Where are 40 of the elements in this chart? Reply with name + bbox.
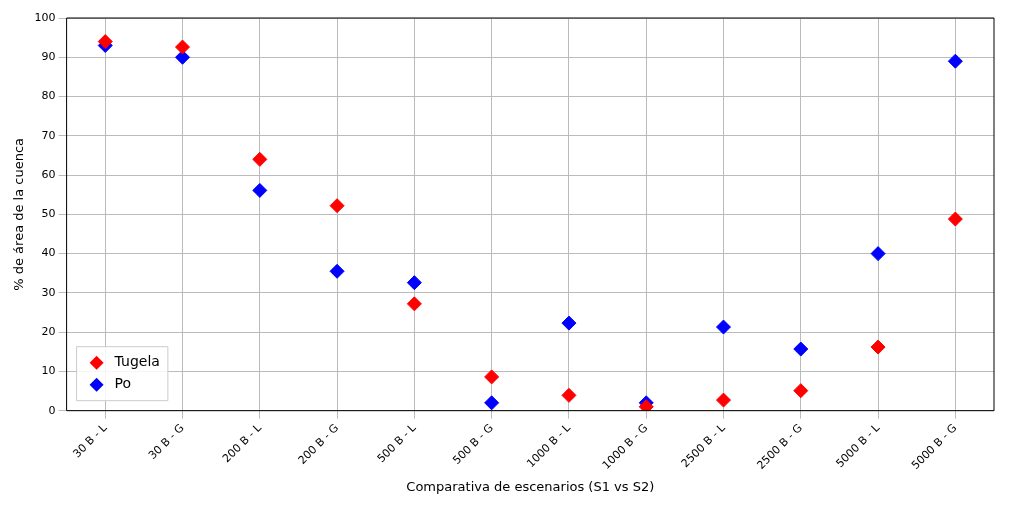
y-tick-label: 30 xyxy=(41,285,56,299)
point xyxy=(406,296,422,312)
y-tick-label: 90 xyxy=(41,50,56,64)
point xyxy=(870,246,886,262)
point xyxy=(561,315,577,331)
y-tick-label: 50 xyxy=(41,207,56,221)
x-tick-label: 30 B - L xyxy=(70,420,110,461)
point xyxy=(484,369,500,385)
y-tick-label: 40 xyxy=(41,246,56,260)
point xyxy=(329,263,345,279)
y-tick-label: 80 xyxy=(41,89,56,103)
x-tick-label: 200 B - G xyxy=(295,421,342,467)
y-tick-label: 100 xyxy=(34,10,56,24)
point xyxy=(406,275,422,291)
legend-label: Tugela xyxy=(113,353,160,370)
point xyxy=(947,211,963,227)
point xyxy=(716,392,732,408)
y-axis-title: % de área de la cuenca xyxy=(11,137,27,291)
x-tick-label: 500 B - L xyxy=(374,420,420,466)
x-axis-title: Comparativa de escenarios (S1 vs S2) xyxy=(406,478,655,494)
y-tick-label: 0 xyxy=(48,403,56,417)
point xyxy=(947,53,963,69)
x-tick-label: 30 B - G xyxy=(145,421,187,462)
y-tick-label: 20 xyxy=(41,325,56,339)
point xyxy=(484,395,500,411)
legend-label: Po xyxy=(114,375,132,392)
point xyxy=(252,182,268,198)
point xyxy=(638,399,654,411)
point xyxy=(329,198,345,214)
y-tick-label: 70 xyxy=(41,128,56,142)
y-tick-label: 10 xyxy=(41,364,56,378)
point xyxy=(793,383,809,399)
point xyxy=(870,339,886,355)
point xyxy=(793,341,809,357)
point xyxy=(716,319,732,335)
x-tick-label: 500 B - G xyxy=(450,421,496,467)
point xyxy=(252,151,268,167)
point xyxy=(561,387,577,403)
y-tick-label: 60 xyxy=(41,167,56,181)
point xyxy=(175,39,191,55)
